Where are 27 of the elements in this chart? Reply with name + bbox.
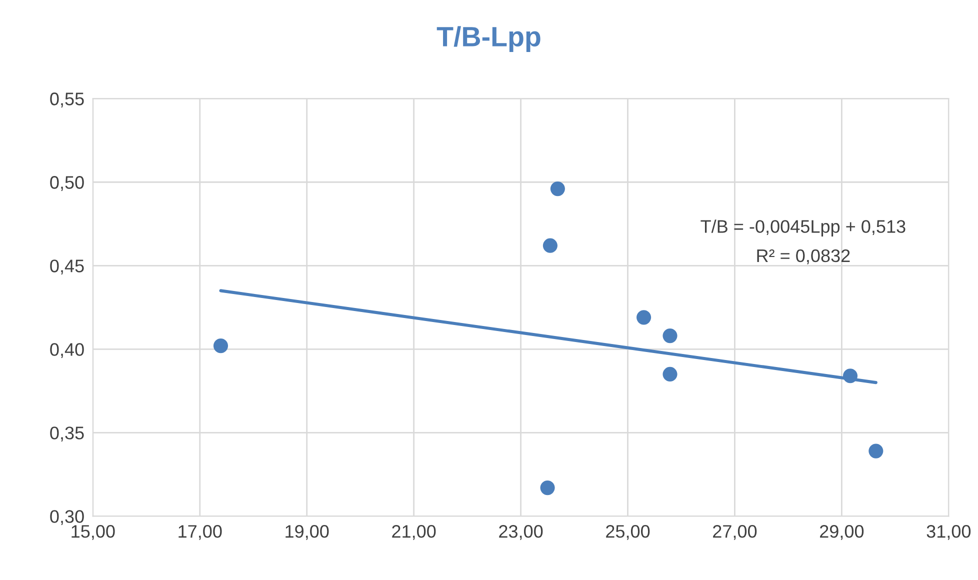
- point: [662, 328, 678, 344]
- point: [842, 368, 858, 384]
- chart-title: T/B-Lpp: [436, 26, 540, 52]
- x-tick-label: 29,00: [820, 525, 864, 540]
- x-tick-label: 27,00: [713, 525, 757, 540]
- point: [213, 338, 228, 354]
- point: [542, 238, 558, 253]
- y-tick-label: 0,45: [50, 260, 84, 274]
- point: [550, 182, 565, 196]
- x-tick-label: 17,00: [178, 525, 222, 540]
- y-tick-label: 0,40: [50, 343, 84, 358]
- y-tick-label: 0,35: [50, 426, 84, 442]
- x-tick-label: 25,00: [606, 525, 650, 540]
- point: [868, 444, 884, 458]
- annotation: R² = 0,0832: [757, 249, 850, 264]
- annotation: T/B = -0,0045Lpp + 0,513: [700, 220, 906, 236]
- y-tick-label: 0,50: [50, 176, 84, 191]
- x-tick-label: 19,00: [286, 525, 329, 540]
- x-tick-label: 23,00: [499, 525, 543, 540]
- point: [662, 366, 678, 382]
- x-tick-label: 31,00: [926, 525, 971, 540]
- x-tick-label: 21,00: [392, 525, 436, 540]
- point: [636, 310, 652, 325]
- y-tick-label: 0,30: [50, 510, 84, 526]
- point: [540, 480, 555, 496]
- x-tick-label: 15,00: [72, 525, 115, 540]
- y-tick-label: 0,55: [50, 92, 84, 108]
